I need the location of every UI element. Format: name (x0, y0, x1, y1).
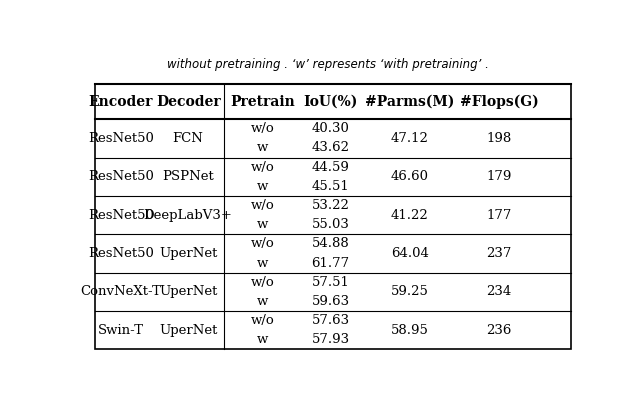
Text: 55.03: 55.03 (312, 218, 349, 231)
Text: w/o: w/o (251, 161, 275, 173)
Text: 59.63: 59.63 (312, 295, 349, 308)
Text: PSPNet: PSPNet (163, 170, 214, 183)
Text: w: w (257, 218, 268, 231)
Text: 57.51: 57.51 (312, 276, 349, 289)
Text: 45.51: 45.51 (312, 180, 349, 193)
Text: ResNet50: ResNet50 (88, 209, 154, 222)
Text: w/o: w/o (251, 199, 275, 212)
Text: without pretraining . ‘w’ represents ‘with pretraining’ .: without pretraining . ‘w’ represents ‘wi… (167, 58, 489, 71)
Text: IoU(%): IoU(%) (303, 95, 358, 109)
Text: 57.93: 57.93 (312, 333, 349, 346)
Text: DeepLabV3+: DeepLabV3+ (144, 209, 232, 222)
Text: 40.30: 40.30 (312, 122, 349, 135)
Text: 198: 198 (486, 132, 512, 145)
Text: w/o: w/o (251, 237, 275, 250)
Text: 177: 177 (486, 209, 512, 222)
Text: 41.22: 41.22 (391, 209, 429, 222)
Text: 46.60: 46.60 (391, 170, 429, 183)
Text: UperNet: UperNet (159, 324, 218, 337)
Text: 54.88: 54.88 (312, 237, 349, 250)
Text: 58.95: 58.95 (391, 324, 429, 337)
Text: Decoder: Decoder (156, 95, 220, 109)
Text: ResNet50: ResNet50 (88, 247, 154, 260)
Text: #Parms(M): #Parms(M) (365, 95, 454, 109)
Text: 59.25: 59.25 (391, 286, 429, 298)
Text: ResNet50: ResNet50 (88, 170, 154, 183)
Text: w: w (257, 333, 268, 346)
Text: 44.59: 44.59 (312, 161, 349, 173)
Text: w: w (257, 180, 268, 193)
Text: w: w (257, 257, 268, 270)
Text: 64.04: 64.04 (391, 247, 429, 260)
Text: w/o: w/o (251, 276, 275, 289)
Text: 53.22: 53.22 (312, 199, 349, 212)
Text: 236: 236 (486, 324, 512, 337)
Text: 43.62: 43.62 (312, 141, 349, 154)
Text: 47.12: 47.12 (391, 132, 429, 145)
Text: 234: 234 (486, 286, 512, 298)
Text: FCN: FCN (173, 132, 204, 145)
Text: UperNet: UperNet (159, 247, 218, 260)
Text: Pretrain: Pretrain (230, 95, 295, 109)
Text: ConvNeXt-T: ConvNeXt-T (80, 286, 161, 298)
Text: w: w (257, 295, 268, 308)
Bar (95, 84, 571, 349)
Text: Encoder: Encoder (88, 95, 153, 109)
Text: UperNet: UperNet (159, 286, 218, 298)
Text: 61.77: 61.77 (312, 257, 349, 270)
Text: #Flops(G): #Flops(G) (460, 95, 538, 109)
Text: ResNet50: ResNet50 (88, 132, 154, 145)
Text: w/o: w/o (251, 314, 275, 327)
Text: Swin-T: Swin-T (98, 324, 143, 337)
Text: 237: 237 (486, 247, 512, 260)
Text: 57.63: 57.63 (312, 314, 349, 327)
Text: 179: 179 (486, 170, 512, 183)
Text: w/o: w/o (251, 122, 275, 135)
Text: w: w (257, 141, 268, 154)
